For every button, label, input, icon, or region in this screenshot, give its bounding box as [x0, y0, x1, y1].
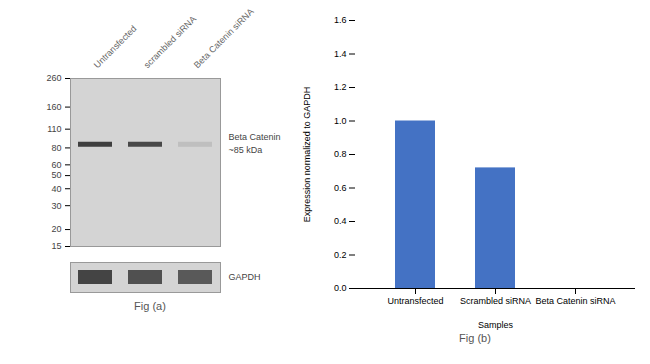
- svg-text:0.4: 0.4: [334, 216, 347, 226]
- svg-text:Beta Catenin: Beta Catenin: [229, 132, 281, 142]
- svg-text:0.0: 0.0: [334, 283, 347, 293]
- svg-text:30: 30: [51, 201, 61, 211]
- svg-text:1.6: 1.6: [334, 15, 347, 25]
- svg-text:Beta Catenin siRNA: Beta Catenin siRNA: [535, 296, 615, 306]
- svg-text:GAPDH: GAPDH: [229, 272, 261, 282]
- svg-text:Expression normalized to GAPDH: Expression normalized to GAPDH: [302, 87, 312, 223]
- svg-text:20: 20: [51, 224, 61, 234]
- svg-text:Beta Catenin siRNA: Beta Catenin siRNA: [192, 6, 256, 70]
- svg-text:0.2: 0.2: [334, 250, 347, 260]
- svg-text:Samples: Samples: [478, 320, 514, 330]
- svg-text:0.8: 0.8: [334, 149, 347, 159]
- svg-text:0.6: 0.6: [334, 183, 347, 193]
- html-text:Fig (a): Fig (a): [134, 300, 166, 312]
- svg-text:110: 110: [47, 124, 61, 134]
- svg-text:40: 40: [51, 184, 61, 194]
- svg-text:1.2: 1.2: [334, 82, 347, 92]
- svg-text:Scrambled siRNA: Scrambled siRNA: [460, 296, 531, 306]
- svg-text:scrambled siRNA: scrambled siRNA: [142, 14, 198, 70]
- svg-text:Untransfected: Untransfected: [387, 296, 443, 306]
- svg-text:Untransfected: Untransfected: [92, 23, 139, 70]
- svg-text:~85 kDa: ~85 kDa: [229, 145, 263, 155]
- svg-text:1.4: 1.4: [334, 49, 347, 59]
- svg-text:15: 15: [51, 241, 61, 250]
- svg-text:160: 160: [46, 102, 61, 112]
- html-text:Fig (b): Fig (b): [459, 332, 491, 344]
- svg-text:260: 260: [46, 73, 61, 83]
- svg-text:50: 50: [51, 170, 61, 180]
- svg-text:60: 60: [51, 160, 61, 170]
- svg-text:80: 80: [51, 143, 61, 153]
- svg-text:1.0: 1.0: [334, 116, 347, 126]
